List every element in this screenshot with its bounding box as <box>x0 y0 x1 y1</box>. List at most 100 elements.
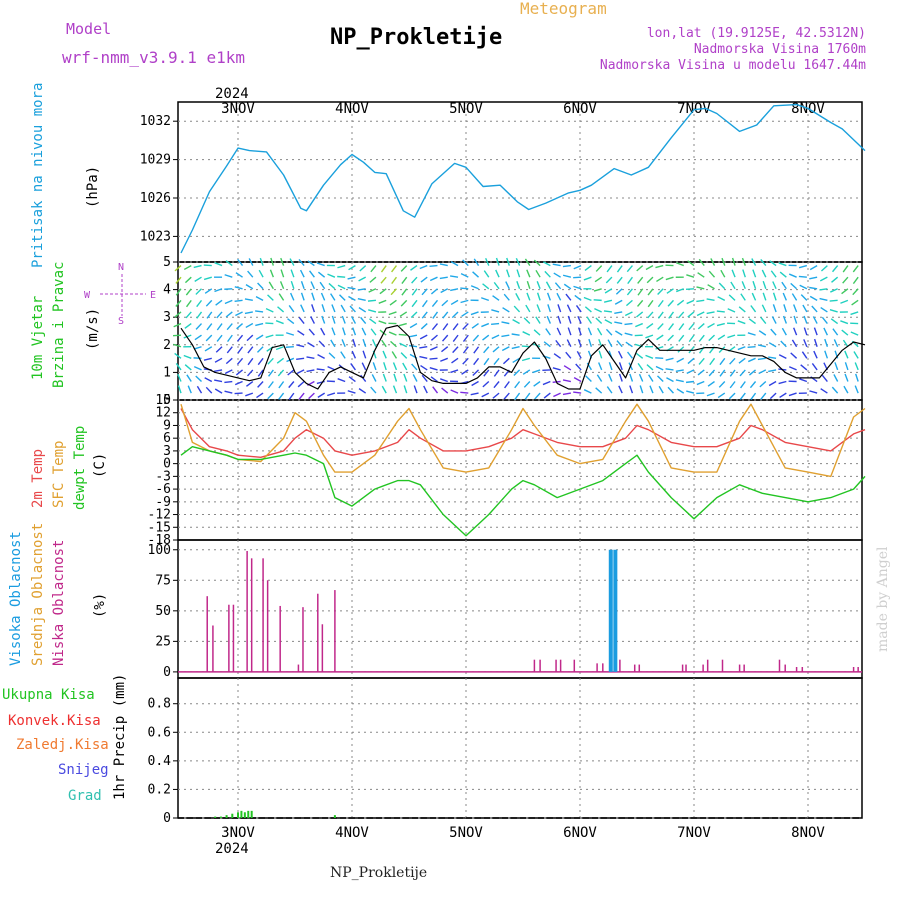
wind-vector <box>730 281 736 290</box>
wind-vector <box>526 269 531 278</box>
wind-vector <box>665 276 674 281</box>
wind-vector <box>429 367 438 371</box>
wind-vector <box>357 298 366 302</box>
wind-vector <box>308 328 315 336</box>
wind-vector <box>820 265 828 272</box>
wind-vector <box>451 311 459 319</box>
wind-vector <box>747 346 756 349</box>
wind-vector <box>307 342 315 348</box>
wind-vector <box>667 386 674 394</box>
wind-vector <box>813 338 818 347</box>
wind-vector <box>316 262 325 267</box>
wind-vector <box>337 284 346 290</box>
wind-vector <box>710 258 716 266</box>
wind-vector <box>567 315 572 324</box>
precip-bar <box>250 810 253 818</box>
wind-tick-label: 3 <box>163 310 171 325</box>
wind-vector <box>799 378 808 383</box>
wind-vector <box>255 296 264 301</box>
wind-vector <box>646 364 654 371</box>
precip-label-frz: Zaledj.Kisa <box>16 737 109 753</box>
wind-vector <box>506 257 510 266</box>
wind-vector <box>342 327 346 336</box>
wind-vector <box>770 270 777 278</box>
precip-bar <box>333 815 336 818</box>
wind-vector <box>741 281 746 290</box>
wind-vector <box>381 339 387 348</box>
wind-vector <box>194 334 202 341</box>
wind-vector <box>450 275 459 278</box>
wind-vector <box>618 362 623 371</box>
wind-vector <box>731 257 736 266</box>
wind-vector <box>706 311 715 315</box>
wind-vector <box>482 380 490 388</box>
wind-vector <box>557 304 562 313</box>
wind-vector <box>844 362 849 371</box>
wind-vector <box>358 388 367 394</box>
bottom-day-label: 3NOV <box>221 825 255 841</box>
wind-vector <box>842 276 849 284</box>
wind-vector <box>306 369 315 373</box>
wind-vector <box>503 392 510 400</box>
wind-vector <box>300 292 305 301</box>
wind-vector <box>461 369 469 375</box>
wind-vector <box>255 334 264 340</box>
wind-vector <box>748 369 757 376</box>
wind-vector <box>769 392 777 400</box>
wind-vector <box>809 390 818 394</box>
wind-vector <box>401 288 408 296</box>
wind-vector <box>196 299 203 308</box>
precip-bar <box>237 812 239 818</box>
wind-vector <box>410 265 418 271</box>
wind-vector <box>577 338 582 347</box>
wind-vector <box>193 365 202 371</box>
wind-vector <box>772 281 777 290</box>
wind-vector <box>624 322 633 326</box>
wind-vector <box>573 377 582 383</box>
wind-vector <box>275 346 284 351</box>
wind-vector <box>727 334 736 339</box>
wind-vector <box>638 373 644 382</box>
wind-vector <box>277 306 285 313</box>
wind-vector <box>608 373 613 382</box>
wind-vector <box>605 328 613 336</box>
wind-vector <box>577 315 582 324</box>
wind-vector <box>544 270 551 278</box>
wind-vector <box>420 276 428 283</box>
wind-vector <box>678 334 685 342</box>
wind-vector <box>226 323 233 331</box>
wind-vector <box>235 272 243 278</box>
temp-tick-label: -15 <box>148 520 171 535</box>
model-elevation-text: Nadmorska Visina u modelu 1647.44m <box>600 58 866 73</box>
wind-vector <box>439 276 448 280</box>
wind-vector <box>298 316 305 324</box>
wind-vector <box>511 346 520 350</box>
wind-vector <box>852 276 859 285</box>
wind-vector <box>421 374 428 382</box>
wind-vector <box>563 283 572 290</box>
wind-vector <box>760 316 767 324</box>
wind-vector <box>747 332 756 336</box>
wind-vector <box>378 299 387 304</box>
cloud-tick-label: 25 <box>155 634 171 649</box>
footer-title: NP_Prokletije <box>330 865 427 881</box>
wind-vector <box>473 357 480 366</box>
wind-vector <box>524 258 531 266</box>
wind-vector <box>362 350 367 359</box>
wind-vector <box>247 346 254 354</box>
wind-vector <box>411 363 418 371</box>
wind-vector <box>809 264 818 271</box>
wind-vector <box>306 356 315 360</box>
model-label: Model <box>66 20 111 38</box>
wind-vector <box>780 340 787 348</box>
wind-vector <box>721 257 726 266</box>
wind-vector <box>174 311 182 318</box>
high-cloud-bar <box>613 549 618 672</box>
pressure-frame <box>177 101 863 263</box>
wind-tick-label: 4 <box>163 283 171 298</box>
wind-vector <box>728 392 736 400</box>
wind-tick-label: 0 <box>163 393 171 408</box>
wind-vector <box>772 304 777 313</box>
wind-vector <box>361 327 367 336</box>
wind-vector <box>625 299 633 307</box>
